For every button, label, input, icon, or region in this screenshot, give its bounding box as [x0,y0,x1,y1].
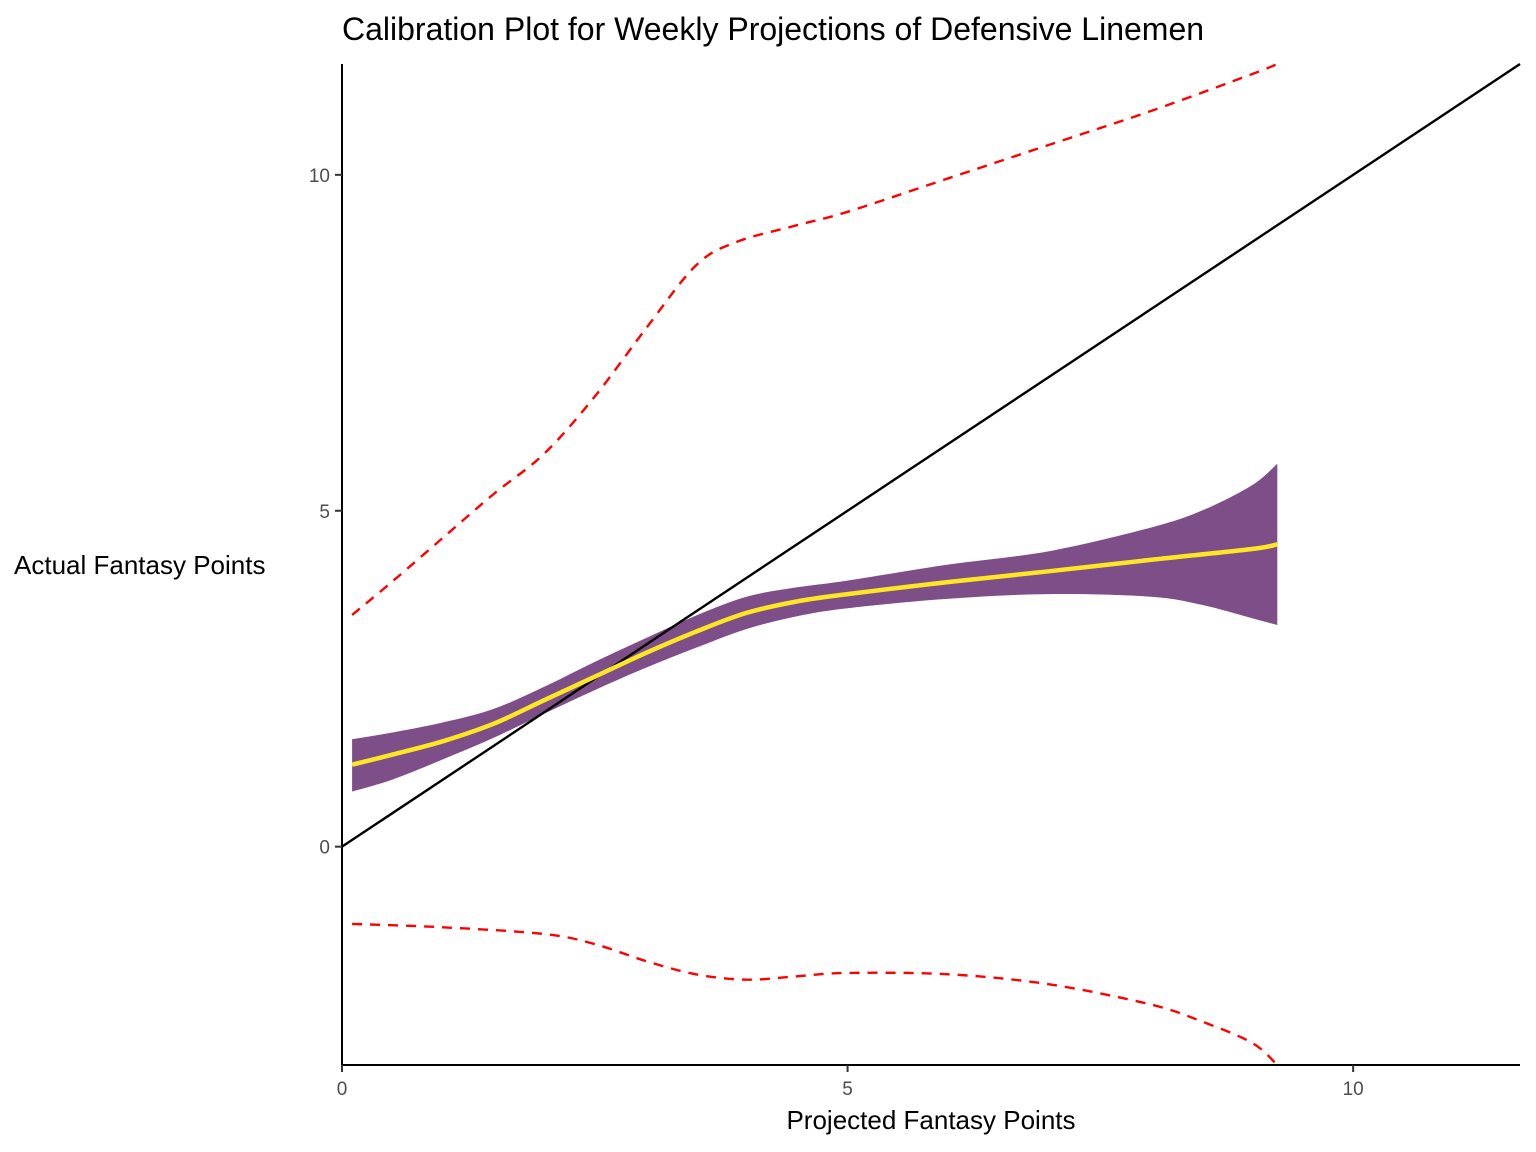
upper-interval-line [351,62,1278,616]
chart-title: Calibration Plot for Weekly Projections … [342,11,1204,47]
confidence-ribbon [352,463,1278,792]
y-tick-label: 5 [319,502,330,523]
x-tick-label: 10 [1343,1079,1364,1100]
y-tick-label: 0 [319,838,330,859]
calibration-smooth-line [351,542,1278,767]
axes: 0 5 10 0 5 10 [309,64,1520,1100]
x-tick-label: 0 [337,1079,348,1100]
y-axis-title: Actual Fantasy Points [14,550,265,580]
y-tick-label: 10 [309,166,330,187]
identity-line [341,63,1521,848]
x-tick-label: 5 [842,1079,853,1100]
lower-interval-line [352,922,1279,1066]
x-axis-title: Projected Fantasy Points [786,1105,1075,1135]
plot-area [341,62,1521,1066]
